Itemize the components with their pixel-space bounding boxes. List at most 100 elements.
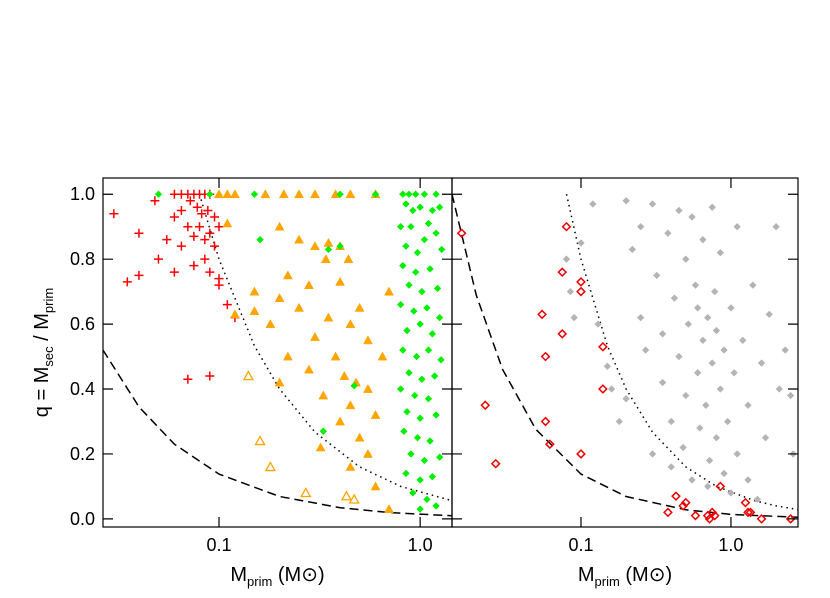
- diamond-point: [405, 369, 413, 377]
- diamond-point: [702, 401, 710, 410]
- triangle-point: [274, 377, 285, 387]
- diamond-point: [407, 450, 415, 458]
- label-text: ): [318, 564, 325, 586]
- plus-point: [192, 202, 202, 212]
- diamond-point: [576, 286, 586, 297]
- diamond-point: [411, 268, 420, 276]
- diamond-point: [675, 206, 683, 215]
- diamond-point: [409, 206, 417, 215]
- diamond-point: [432, 229, 440, 237]
- diamond-point: [670, 294, 679, 302]
- diamond-point: [400, 427, 408, 435]
- triangle-point: [354, 302, 365, 312]
- diamond-point: [716, 248, 725, 257]
- plus-point: [162, 235, 172, 245]
- diamond-point: [708, 203, 716, 211]
- diamond-point: [739, 336, 747, 345]
- diamond-point: [432, 190, 440, 198]
- diamond-point: [658, 330, 667, 338]
- triangle-point: [320, 254, 331, 264]
- diamond-point: [693, 304, 702, 312]
- plus-point: [183, 222, 193, 232]
- x-axis-label: Mprim (M⊙): [578, 564, 672, 589]
- diamond-point: [544, 439, 555, 450]
- diamond-point: [418, 287, 426, 296]
- diamond-point: [490, 458, 501, 469]
- diamond-point: [557, 328, 568, 339]
- triangle-point: [304, 280, 314, 289]
- diamond-point: [772, 222, 780, 231]
- triangle-point: [214, 189, 224, 199]
- diamond-point: [154, 190, 163, 198]
- diamond-point: [756, 514, 767, 524]
- diamond-point: [712, 433, 721, 442]
- triangle-point: [318, 390, 329, 400]
- diamond-point: [412, 352, 421, 361]
- diamond-point: [428, 206, 437, 215]
- triangle-point: [315, 442, 326, 452]
- diamond-point: [250, 190, 259, 198]
- panel: 0.1 1.0 Mprim (M⊙): [451, 177, 799, 589]
- diamond-point: [733, 222, 741, 231]
- diamond-point: [636, 313, 645, 322]
- diamond-point: [648, 200, 657, 208]
- diamond-point: [682, 391, 690, 400]
- plus-point: [185, 196, 195, 206]
- diamond-point: [319, 427, 328, 435]
- diamond-point: [420, 235, 429, 244]
- diamond-point: [753, 495, 762, 504]
- triangle-point: [370, 409, 381, 419]
- x-tick-label: 1.0: [718, 535, 743, 555]
- plus-point: [210, 212, 220, 222]
- diamond-point: [781, 346, 789, 354]
- triangle-point: [330, 351, 341, 361]
- triangle-point: [310, 241, 320, 251]
- diamond-point: [424, 346, 433, 354]
- model-curve: [452, 194, 798, 519]
- diamond-point: [730, 369, 738, 377]
- y-axis-label: q = Msec / Mprim: [31, 288, 56, 417]
- label-text: M: [230, 564, 247, 586]
- plus-point: [189, 231, 199, 241]
- triangle-point: [384, 286, 394, 296]
- label-subscript: sec: [41, 346, 56, 367]
- plus-point: [134, 270, 144, 280]
- diamond-point: [641, 346, 650, 354]
- diamond-point: [607, 385, 616, 393]
- plus-point: [169, 212, 179, 222]
- triangle-point: [335, 416, 346, 426]
- diamond-point: [761, 433, 770, 442]
- diamond-point: [432, 502, 440, 510]
- diamond-point: [663, 507, 673, 518]
- diamond-point: [786, 391, 795, 400]
- diamond-point: [707, 507, 718, 518]
- label-text: ⊙: [301, 564, 318, 586]
- diamond-point: [648, 450, 657, 458]
- label-subscript: prim: [595, 574, 620, 589]
- diamond-point: [709, 510, 720, 521]
- diamond-point: [405, 281, 413, 289]
- plus-point: [205, 228, 215, 238]
- diamond-point: [576, 277, 586, 287]
- label-text: (M: [272, 564, 301, 586]
- diamond-point: [407, 222, 415, 231]
- plus-point: [197, 209, 207, 219]
- plus-point: [205, 371, 215, 381]
- diamond-point: [424, 395, 433, 403]
- diamond-point: [399, 346, 407, 354]
- diamond-point: [557, 267, 568, 278]
- triangle-point: [370, 481, 381, 491]
- plus-point: [222, 300, 232, 310]
- triangle-point: [265, 319, 276, 328]
- triangle-point: [254, 435, 266, 446]
- diamond-point: [416, 320, 424, 328]
- diamond-point: [206, 190, 214, 198]
- diamond-point: [727, 489, 735, 497]
- triangle-point: [345, 400, 356, 410]
- diamond-point: [622, 196, 630, 205]
- diamond-point: [615, 417, 624, 426]
- plus-point: [183, 374, 193, 384]
- triangle-point: [264, 461, 276, 472]
- triangle-point: [278, 189, 289, 199]
